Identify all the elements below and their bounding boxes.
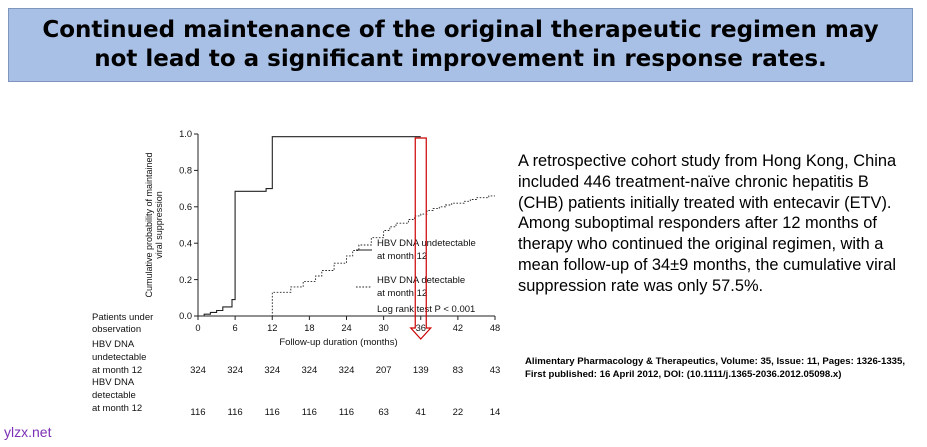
x-tick-label: 0: [195, 323, 200, 333]
risk-table-value: 207: [376, 365, 392, 376]
risk-table-header: observation: [92, 324, 141, 335]
highlight-down-arrow: [409, 137, 433, 340]
x-tick-label: 6: [233, 323, 238, 333]
risk-table-header: Patients under: [92, 312, 153, 323]
y-tick-label: 0.6: [179, 202, 192, 212]
risk-table-value: 43: [490, 365, 501, 376]
y-tick-label: 0.0: [179, 311, 192, 321]
x-tick-label: 36: [416, 323, 426, 333]
x-tick-label: 12: [267, 323, 277, 333]
risk-table-value: 83: [453, 365, 464, 376]
citation-reference: Alimentary Pharmacology & Therapeutics, …: [525, 356, 906, 380]
y-tick-label: 1.0: [179, 129, 192, 139]
risk-table-value: 14: [490, 407, 501, 418]
risk-table-value: 116: [265, 407, 280, 418]
risk-table-value: 324: [301, 365, 317, 376]
risk-table-row-label: undetectable: [92, 352, 146, 363]
risk-table-value: 116: [228, 407, 243, 418]
x-axis-label: Follow-up duration (months): [279, 337, 397, 348]
survival-chart: 0.0 0.2 0.4 0.6 0.8 1.0 0 6 12 18 24 30 36 42 48 Follow…: [92, 129, 500, 418]
x-tick-label: 30: [378, 323, 388, 333]
risk-table-row-label: HBV DNA: [92, 339, 135, 350]
y-tick-label: 0.2: [179, 275, 192, 285]
study-description: A retrospective cohort study from Hong K…: [518, 152, 897, 295]
risk-table-value: 324: [339, 365, 355, 376]
risk-table-row-label: HBV DNA: [92, 377, 135, 388]
title-banner: Continued maintenance of the original th…: [8, 8, 913, 82]
risk-table-value: 116: [339, 407, 354, 418]
legend-label: at month 12: [377, 288, 427, 299]
risk-table-value: 22: [453, 407, 464, 418]
risk-table-row-label: at month 12: [92, 403, 142, 414]
legend-label: HBV DNA detectable: [377, 275, 465, 286]
risk-table-value: 41: [415, 407, 426, 418]
chart-plot-area: 0.0 0.2 0.4 0.6 0.8 1.0 0 6 12 18 24 30 36 42 48 Follow…: [92, 129, 500, 418]
watermark-text: ylzx.net: [4, 424, 52, 440]
series-line-undetectable: [198, 136, 421, 317]
risk-table-value: 116: [302, 407, 317, 418]
risk-table-value: 324: [190, 365, 206, 376]
risk-table-value: 139: [413, 365, 429, 376]
y-axis-label: Cumulative probability of maintained: [144, 152, 154, 297]
risk-table-row-label: at month 12: [92, 365, 142, 376]
risk-table-value: 116: [190, 407, 205, 418]
legend-label: at month 12: [377, 251, 427, 262]
y-tick-label: 0.8: [179, 166, 192, 176]
risk-table-value: 324: [227, 365, 243, 376]
y-tick-label: 0.4: [179, 238, 192, 248]
x-tick-label: 24: [341, 323, 351, 333]
series-line-detectable: [198, 195, 495, 317]
risk-table-value: 324: [264, 365, 280, 376]
risk-table-row-label: detectable: [92, 390, 136, 401]
x-tick-label: 18: [304, 323, 314, 333]
risk-table-value: 63: [378, 407, 389, 418]
page-title: Continued maintenance of the original th…: [42, 17, 879, 72]
x-tick-label: 48: [490, 323, 500, 333]
x-tick-label: 42: [453, 323, 463, 333]
y-axis-label: viral suppression: [154, 191, 164, 259]
